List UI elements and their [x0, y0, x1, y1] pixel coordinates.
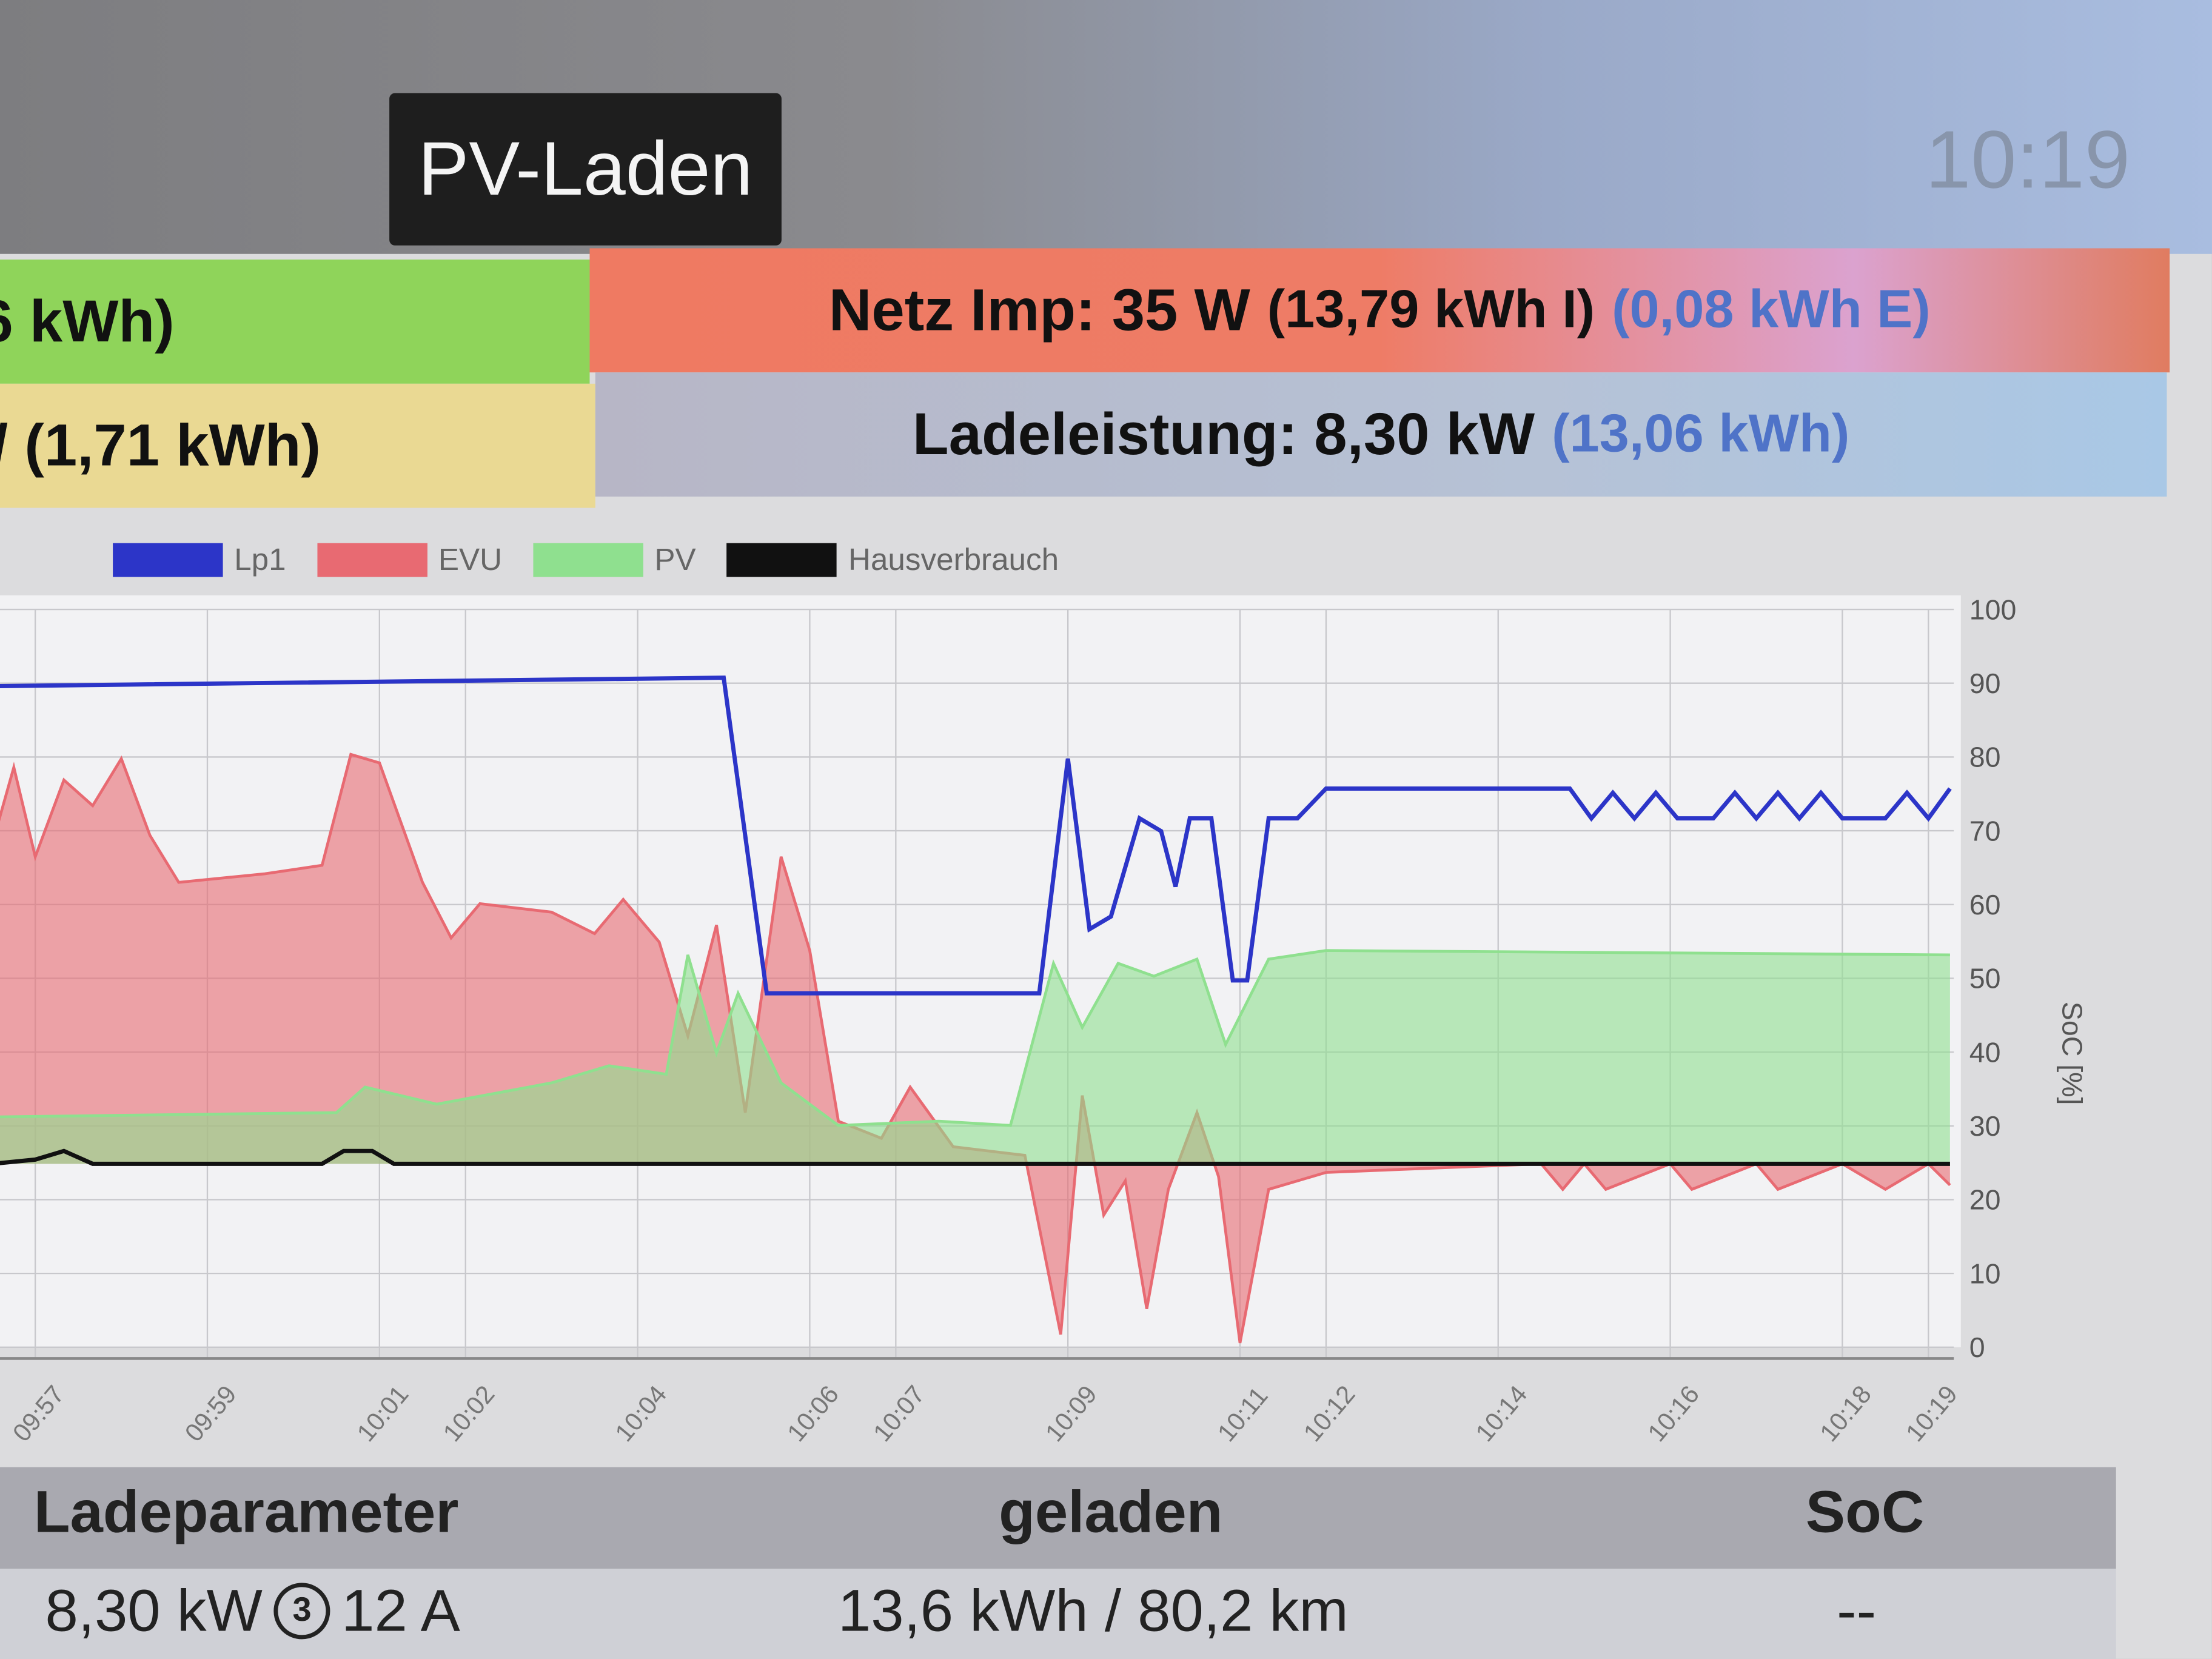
x-tick-label: 10:11 [1212, 1381, 1273, 1447]
cell-geladen: 13,6 kWh / 80,2 km [837, 1577, 1349, 1644]
x-tick-label: 10:06 [782, 1380, 844, 1447]
legend-label-hausverbrauch[interactable]: Hausverbrauch [848, 541, 1059, 577]
x-tick-label: 10:14 [1470, 1380, 1532, 1447]
legend-label-evu[interactable]: EVU [438, 541, 503, 577]
y2-tick-label: 80 [1969, 742, 2001, 773]
charge-current-value: 12 A [341, 1577, 460, 1644]
legend-swatch-evu[interactable] [317, 543, 427, 577]
charge-power-value: 8,30 kW [45, 1577, 263, 1644]
x-tick-label: 10:18 [1814, 1380, 1877, 1447]
series-line-evu [0, 752, 1951, 1344]
y2-tick-label: 40 [1969, 1036, 2001, 1068]
x-tick-label: 10:09 [1040, 1380, 1102, 1447]
x-tick-label: 09:57 [7, 1380, 70, 1447]
cell-soc: -- [1837, 1577, 1877, 1644]
grid-import-power: Netz Imp: 35 W [828, 276, 1250, 343]
y2-tick-label: 30 [1969, 1110, 2001, 1142]
legend-swatch-hausverbrauch[interactable] [726, 543, 837, 577]
series-line-pv [0, 949, 1950, 1127]
y2-tick-label: 60 [1969, 889, 2001, 920]
charging-power: Ladeleistung: 8,30 kW [912, 400, 1535, 468]
house-status-row: / (1,71 kWh) [0, 383, 595, 508]
y2-tick-label: 50 [1969, 963, 2001, 994]
y2-tick-label: 90 [1969, 668, 2001, 699]
header-bar [0, 0, 2212, 254]
series-line-lp1 [0, 675, 1952, 996]
legend-label-lp1[interactable]: Lp1 [234, 541, 286, 577]
pv-status-row: 6 kWh) [0, 260, 590, 384]
grid-status-row: Netz Imp: 35 W (13,79 kWh I) (0,08 kWh E… [589, 248, 2170, 373]
table-header [0, 1467, 2116, 1569]
series-line-hausverbrauch [0, 1148, 1950, 1166]
cell-ladeparameter: 8,30 kW 3 12 A [45, 1577, 460, 1645]
charge-mode-label: PV-Laden [418, 127, 753, 212]
y2-tick-label: 70 [1969, 815, 2001, 846]
header-ladeparameter: Ladeparameter [33, 1478, 459, 1545]
y2-tick-label: 100 [1969, 594, 2017, 625]
x-tick-label: 09:59 [179, 1380, 241, 1447]
legend-swatch-pv[interactable] [533, 543, 643, 577]
charging-power-row: Ladeleistung: 8,30 kW (13,06 kWh) [595, 372, 2167, 497]
y2-tick-label: 10 [1969, 1258, 2001, 1289]
charging-energy: (13,06 kWh) [1552, 404, 1850, 464]
x-tick-label: 10:07 [868, 1380, 930, 1447]
chart-legend: Lp1 EVU PV Hausverbrauch [113, 541, 1090, 578]
grid-import-energy: (13,79 kWh I) [1267, 280, 1595, 340]
x-tick-label: 10:02 [437, 1380, 500, 1447]
pv-energy-fragment: 6 kWh) [0, 287, 175, 354]
charge-mode-button[interactable]: PV-Laden [389, 93, 782, 246]
house-energy-fragment: / (1,71 kWh) [0, 412, 321, 478]
clock: 10:19 [1925, 114, 2131, 206]
phases-icon: 3 [273, 1583, 330, 1640]
series-area-pv [0, 950, 1950, 1164]
x-tick-label: 10:19 [1900, 1380, 1963, 1447]
legend-swatch-lp1[interactable] [113, 543, 223, 577]
y2-axis-label: SoC [%] [2056, 1002, 2088, 1105]
x-tick-label: 10:04 [609, 1380, 672, 1447]
table-row [0, 1569, 2116, 1659]
y2-tick-label: 20 [1969, 1184, 2001, 1216]
x-tick-label: 10:01 [351, 1380, 414, 1447]
header-soc: SoC [1805, 1478, 1925, 1545]
x-tick-label: 10:16 [1642, 1380, 1704, 1447]
series-area-evu [0, 754, 1950, 1343]
header-geladen: geladen [999, 1478, 1223, 1545]
phases-count: 3 [292, 1591, 312, 1630]
x-tick-label: 10:12 [1298, 1380, 1360, 1447]
y2-tick-label: 0 [1969, 1332, 1985, 1363]
power-chart: 0 10 20 30 40 50 60 70 80 90 100 09:57 09:59 10:01 10:… [0, 594, 2088, 1447]
legend-label-pv[interactable]: PV [654, 541, 696, 577]
grid-export-energy: (0,08 kWh E) [1612, 280, 1931, 340]
